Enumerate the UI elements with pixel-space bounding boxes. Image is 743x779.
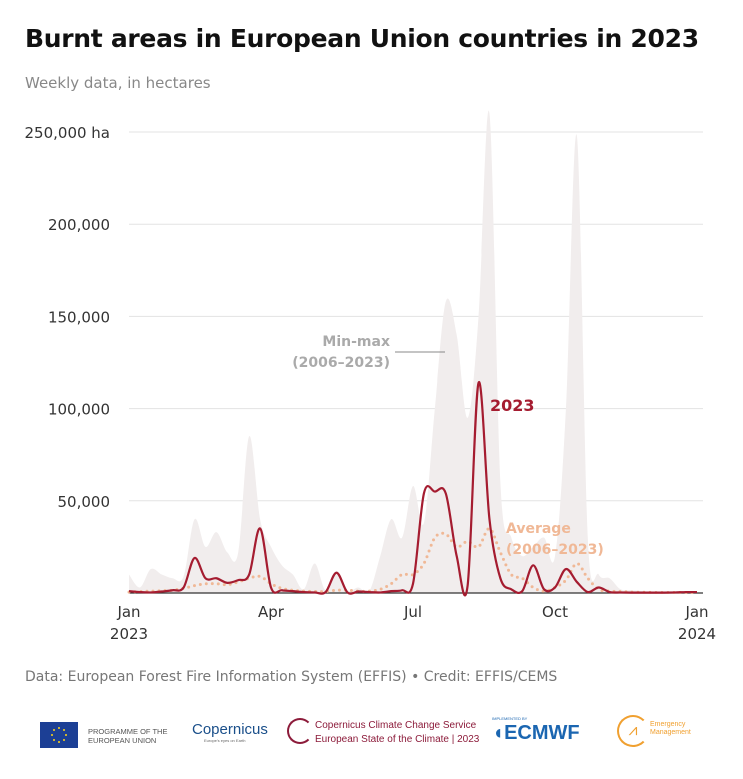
eu-flag-logo	[40, 722, 78, 748]
logo-strip: PROGRAMME OF THE EUROPEAN UNION Copernic…	[0, 708, 743, 758]
y-tick-label: 250,000 ha	[25, 124, 111, 142]
x-tick-year-label: 2024	[678, 625, 716, 643]
minmax-band	[129, 110, 697, 593]
average-label-years: (2006–2023)	[506, 542, 604, 558]
x-tick-label: Oct	[542, 603, 568, 621]
thermometer-icon	[287, 718, 313, 744]
emergency-management-icon: ⩘	[617, 715, 649, 747]
c3s-name: Copernicus Climate Change Service	[315, 720, 477, 731]
copernicus-tagline: Europe's eyes on Earth	[204, 738, 246, 743]
ecmwf-wordmark: ECMWF	[504, 722, 580, 744]
x-tick-label: Jan	[684, 603, 708, 621]
copernicus-logo: Copernicus Europe's eyes on Earth	[192, 721, 268, 743]
y-tick-label: 150,000	[48, 308, 110, 326]
minmax-label: Min-max	[322, 334, 390, 350]
x-tick-label: Jul	[403, 603, 422, 621]
c3s-report: European State of the Climate | 2023	[315, 734, 480, 745]
average-line	[127, 527, 699, 594]
copernicus-wordmark: Copernicus	[192, 721, 268, 738]
x-tick-label: Jan	[116, 603, 140, 621]
series-label-2023: 2023	[490, 396, 535, 415]
chart-plot: 50,000 100,000 150,000 200,000 250,000 ha Jan…	[25, 110, 716, 643]
y-tick-label: 200,000	[48, 216, 110, 234]
average-label: Average	[506, 521, 571, 537]
c3s-logo: Copernicus Climate Change Service Europea…	[315, 719, 479, 747]
eu-programme-text: PROGRAMME OF THE EUROPEAN UNION	[88, 727, 168, 745]
chart-title: Burnt areas in European Union countries …	[25, 24, 699, 53]
chart-subtitle: Weekly data, in hectares	[25, 74, 211, 92]
source-note: Data: European Forest Fire Information S…	[25, 669, 558, 685]
y-tick-label: 50,000	[58, 493, 111, 511]
minmax-label-years: (2006–2023)	[292, 355, 390, 371]
x-tick-label: Apr	[258, 603, 285, 621]
ecmwf-logo: ◖ECMWF	[492, 722, 580, 744]
x-tick-year-label: 2023	[110, 625, 148, 643]
ecmwf-tagline: IMPLEMENTED BY	[492, 716, 528, 721]
y-tick-label: 100,000	[48, 401, 110, 419]
emergency-management-text: Emergency Management	[650, 721, 691, 736]
line-2023	[128, 381, 698, 597]
